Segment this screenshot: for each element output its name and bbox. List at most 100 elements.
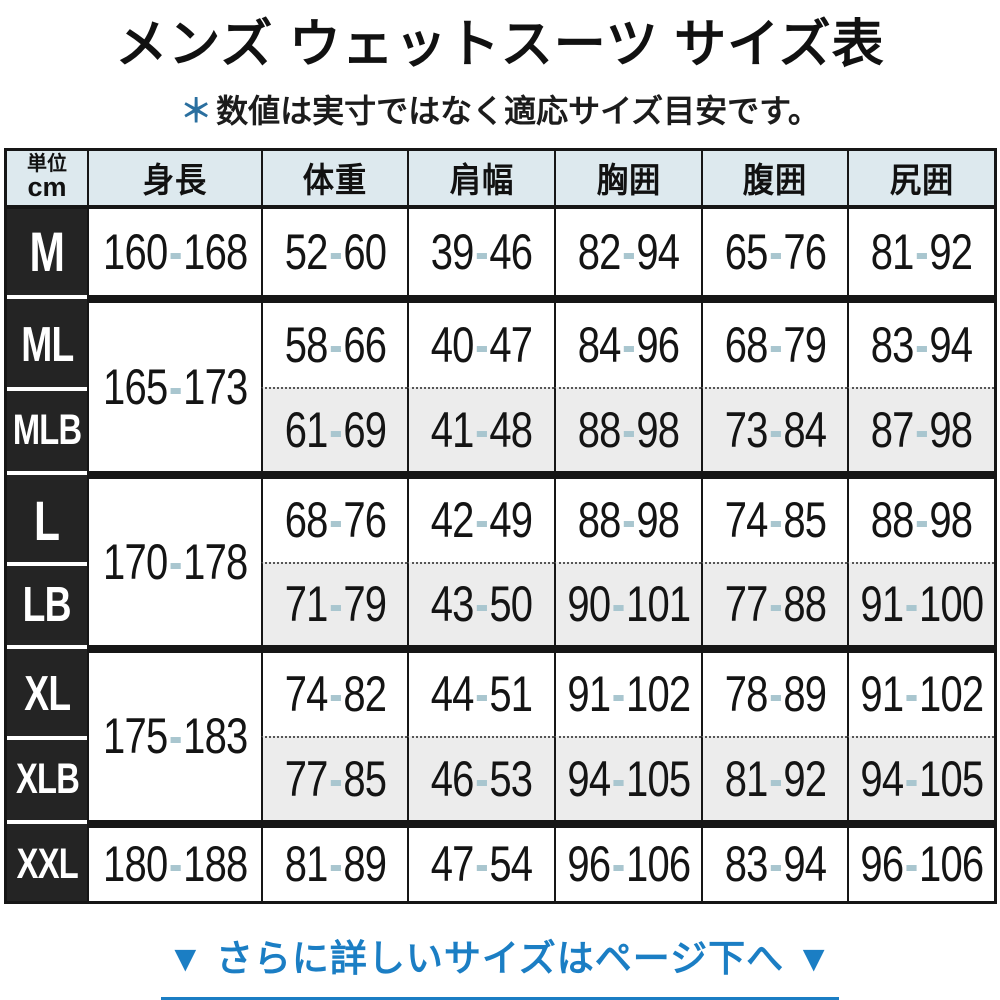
- size-range: 41-48: [430, 401, 533, 458]
- size-range: 180-188: [102, 836, 248, 893]
- value-cell: 88-98: [847, 478, 994, 562]
- value-cell: 81-92: [847, 208, 994, 295]
- range-dash: -: [328, 750, 342, 807]
- unit-header-cell: 単位 cm: [7, 150, 87, 209]
- size-range: 83-94: [870, 316, 973, 373]
- range-dash: -: [611, 836, 625, 893]
- group-separator: [7, 470, 87, 479]
- value-cell: 91-102: [554, 652, 701, 736]
- range-dash: -: [328, 576, 342, 633]
- range-dash: -: [328, 666, 342, 723]
- value-cell: 44-51: [407, 652, 554, 736]
- range-dash: -: [475, 316, 488, 373]
- size-range: 170-178: [102, 533, 248, 590]
- value-cell: 78-89: [701, 652, 847, 736]
- more-sizes-link[interactable]: ▼ さらに詳しいサイズはページ下へ ▼: [161, 928, 839, 1000]
- group-separator: [87, 294, 994, 303]
- column-header-height: 身長: [87, 150, 261, 209]
- value-cell: 52-60: [261, 208, 407, 295]
- value-cell: 94-105: [847, 735, 994, 820]
- value-cell: 71-79: [261, 561, 407, 645]
- note-asterisk-icon: ＊: [180, 92, 213, 129]
- value-cell: 58-66: [261, 302, 407, 387]
- row-label-xlb: XLB: [7, 735, 87, 820]
- group-separator: [7, 294, 87, 303]
- value-cell: 74-82: [261, 652, 407, 736]
- size-range: 61-69: [284, 401, 386, 458]
- size-range: 82-94: [577, 223, 680, 280]
- value-cell: 47-54: [407, 827, 554, 901]
- size-range: 77-85: [284, 750, 386, 807]
- size-table: 単位 cm 身長 体重 肩幅 胸囲 腹囲 尻囲 M 160-168 52-60 …: [4, 147, 997, 904]
- range-dash: -: [168, 223, 182, 280]
- value-cell: 88-98: [554, 386, 701, 471]
- size-range: 87-98: [870, 401, 973, 458]
- value-cell: 81-92: [701, 735, 847, 820]
- row-label-lb: LB: [7, 561, 87, 645]
- group-separator: [7, 644, 87, 653]
- range-dash: -: [475, 666, 488, 723]
- value-cell: 77-85: [261, 735, 407, 820]
- size-range: 160-168: [102, 223, 248, 280]
- value-cell: 65-76: [701, 208, 847, 295]
- range-dash: -: [768, 836, 782, 893]
- size-range: 81-89: [284, 836, 386, 893]
- value-cell: 81-89: [261, 827, 407, 901]
- value-cell: 91-100: [847, 561, 994, 645]
- size-range: 40-47: [430, 316, 533, 373]
- row-label-m: M: [7, 208, 87, 295]
- range-dash: -: [168, 533, 182, 590]
- range-dash: -: [622, 223, 635, 280]
- group-separator: [87, 819, 994, 828]
- range-dash: -: [328, 492, 342, 549]
- size-range: 90-101: [567, 576, 691, 633]
- height-cell-xxl: 180-188: [87, 827, 261, 901]
- range-dash: -: [328, 223, 342, 280]
- value-cell: 46-53: [407, 735, 554, 820]
- value-cell: 42-49: [407, 478, 554, 562]
- value-cell: 96-106: [847, 827, 994, 901]
- value-cell: 43-50: [407, 561, 554, 645]
- size-range: 46-53: [430, 750, 533, 807]
- range-dash: -: [915, 316, 928, 373]
- range-dash: -: [328, 401, 342, 458]
- column-header-waist: 腹囲: [701, 150, 847, 209]
- range-dash: -: [622, 401, 635, 458]
- range-dash: -: [611, 666, 625, 723]
- size-range: 81-92: [870, 223, 973, 280]
- group-separator: [87, 470, 994, 479]
- size-range: 91-102: [567, 666, 691, 723]
- value-cell: 40-47: [407, 302, 554, 387]
- value-cell: 88-98: [554, 478, 701, 562]
- page-title: メンズ ウェットスーツ サイズ表: [115, 16, 885, 74]
- range-dash: -: [904, 750, 918, 807]
- value-cell: 68-76: [261, 478, 407, 562]
- size-range: 58-66: [284, 316, 386, 373]
- value-cell: 68-79: [701, 302, 847, 387]
- height-cell-l-lb: 170-178: [87, 478, 261, 645]
- value-cell: 96-106: [554, 827, 701, 901]
- range-dash: -: [611, 750, 625, 807]
- size-range: 44-51: [430, 666, 533, 723]
- size-range: 94-105: [567, 750, 691, 807]
- range-dash: -: [168, 836, 182, 893]
- value-cell: 83-94: [847, 302, 994, 387]
- range-dash: -: [328, 836, 342, 893]
- range-dash: -: [915, 223, 928, 280]
- value-cell: 90-101: [554, 561, 701, 645]
- size-range: 74-85: [724, 492, 826, 549]
- range-dash: -: [768, 576, 782, 633]
- size-range: 83-94: [724, 836, 826, 893]
- range-dash: -: [328, 316, 342, 373]
- size-range: 175-183: [102, 708, 248, 765]
- range-dash: -: [915, 401, 928, 458]
- value-cell: 87-98: [847, 386, 994, 471]
- range-dash: -: [622, 316, 635, 373]
- range-dash: -: [915, 492, 928, 549]
- size-range: 52-60: [284, 223, 386, 280]
- size-range: 42-49: [430, 492, 533, 549]
- size-range: 43-50: [430, 576, 533, 633]
- range-dash: -: [904, 666, 918, 723]
- value-cell: 39-46: [407, 208, 554, 295]
